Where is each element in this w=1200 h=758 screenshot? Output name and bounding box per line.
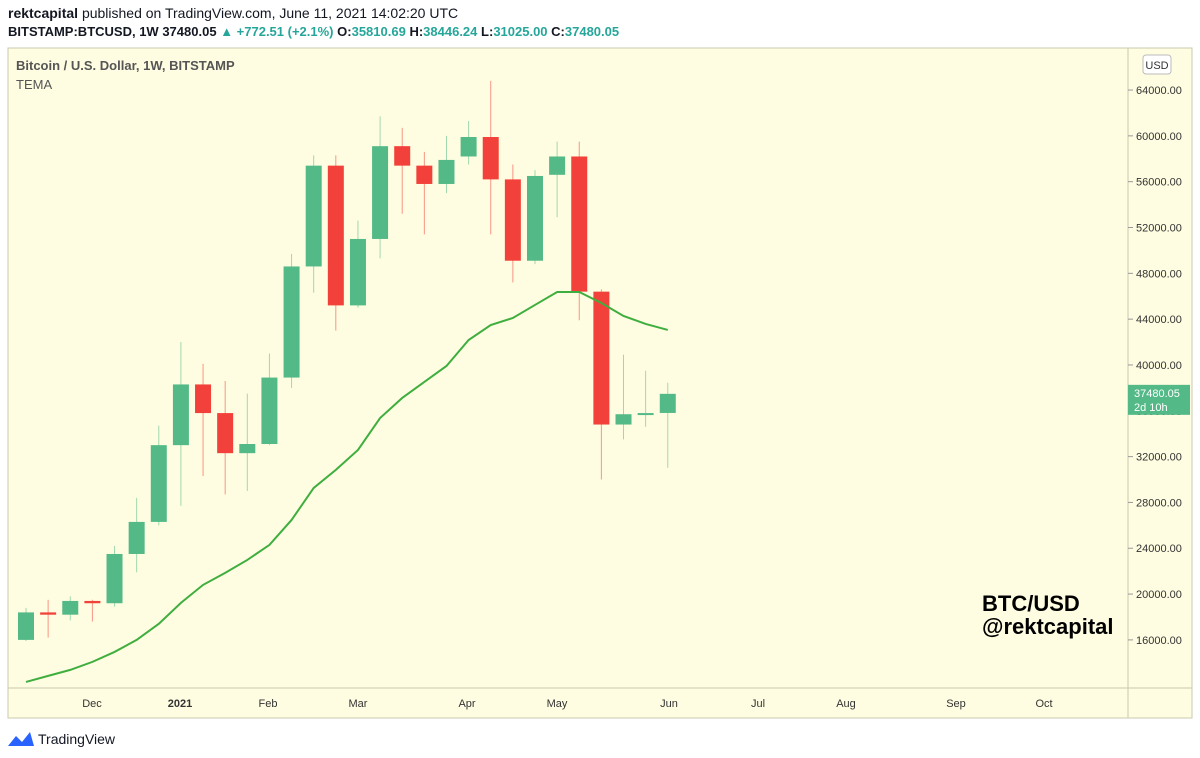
candle-body: [394, 146, 411, 166]
candle-body: [460, 137, 477, 157]
candle-body: [106, 553, 123, 604]
symbol: BITSTAMP:BTCUSD, 1W: [8, 24, 159, 39]
candle-body: [172, 384, 189, 446]
c: 37480.05: [564, 24, 620, 39]
x-tick-label: May: [547, 698, 568, 710]
candle-body: [637, 413, 654, 416]
footer-brand: TradingView: [38, 731, 116, 747]
published: published on TradingView.com, June 11, 2…: [81, 5, 459, 21]
footer-logo: [8, 732, 34, 746]
last: 37480.05: [162, 24, 217, 39]
price-tag-countdown: 2d 10h: [1134, 402, 1168, 414]
candle-body: [349, 238, 366, 306]
candle-body: [372, 146, 389, 239]
candle-body: [128, 521, 145, 554]
y-tick-label: 40000.00: [1136, 360, 1182, 372]
candle-body: [150, 445, 167, 522]
c-label: C:: [551, 24, 565, 39]
watermark: BTC/USD: [982, 591, 1080, 616]
x-tick-label: Jul: [751, 698, 765, 710]
publish-line: rektcapital published on TradingView.com…: [8, 5, 458, 21]
candle-body: [504, 179, 521, 261]
candle-body: [84, 600, 101, 604]
y-tick-label: 56000.00: [1136, 177, 1182, 189]
candle-body: [659, 393, 676, 413]
candle-body: [526, 175, 543, 261]
currency-box[interactable]: [1142, 54, 1172, 75]
candle-body: [416, 165, 433, 184]
y-tick-label: 16000.00: [1136, 635, 1182, 647]
y-tick-label: 52000.00: [1136, 223, 1182, 235]
y-tick-label: 24000.00: [1136, 543, 1182, 555]
x-tick-label: Aug: [836, 698, 856, 710]
candle-body: [571, 156, 588, 292]
l-label: L:: [481, 24, 494, 39]
currency[interactable]: USD: [1145, 60, 1168, 72]
watermark: @rektcapital: [982, 614, 1114, 639]
x-tick-label: Oct: [1035, 698, 1052, 710]
candle-body: [615, 414, 632, 425]
y-tick-label: 32000.00: [1136, 452, 1182, 464]
candle-body: [40, 612, 57, 615]
candle-body: [239, 444, 256, 454]
candle-body: [438, 159, 455, 184]
candle-body: [327, 165, 344, 306]
x-tick-label: Apr: [458, 698, 475, 710]
candle-body: [593, 291, 610, 425]
x-tick-label: Sep: [946, 698, 966, 710]
y-tick-label: 20000.00: [1136, 589, 1182, 601]
candle-body: [217, 413, 234, 454]
candle-body: [283, 266, 300, 378]
price-tag: [1128, 384, 1190, 415]
price-tag-value: 37480.05: [1134, 388, 1180, 400]
y-tick-label: 48000.00: [1136, 268, 1182, 280]
h-label: H:: [409, 24, 424, 39]
h: 38446.24: [423, 24, 478, 39]
o: 35810.69: [351, 24, 406, 39]
l: 31025.00: [493, 24, 548, 39]
x-tick-label: Mar: [349, 698, 368, 710]
o-label: O:: [337, 24, 352, 39]
indicator-legend: TEMA: [16, 77, 52, 92]
change: ▲ +772.51 (+2.1%): [220, 24, 334, 39]
tema-line: [25, 290, 669, 683]
publisher: rektcapital: [8, 5, 79, 21]
symbol-line: BITSTAMP:BTCUSD, 1W 37480.05 ▲ +772.51 (…: [8, 24, 619, 39]
candle-body: [482, 137, 499, 180]
candle-body: [261, 377, 278, 445]
x-tick-label: 2021: [168, 698, 192, 710]
y-tick-label: 64000.00: [1136, 85, 1182, 97]
y-tick-label: 28000.00: [1136, 497, 1182, 509]
chart-title: Bitcoin / U.S. Dollar, 1W, BITSTAMP: [16, 58, 235, 73]
candle-body: [62, 600, 79, 615]
x-tick-label: Feb: [259, 698, 278, 710]
candle-body: [18, 612, 34, 640]
candle-body: [305, 165, 322, 267]
x-tick-label: Jun: [660, 698, 678, 710]
candle-body: [549, 156, 566, 175]
x-tick-label: Dec: [82, 698, 102, 710]
y-tick-label: 44000.00: [1136, 314, 1182, 326]
y-tick-label: 60000.00: [1136, 131, 1182, 143]
candle-body: [195, 384, 212, 414]
